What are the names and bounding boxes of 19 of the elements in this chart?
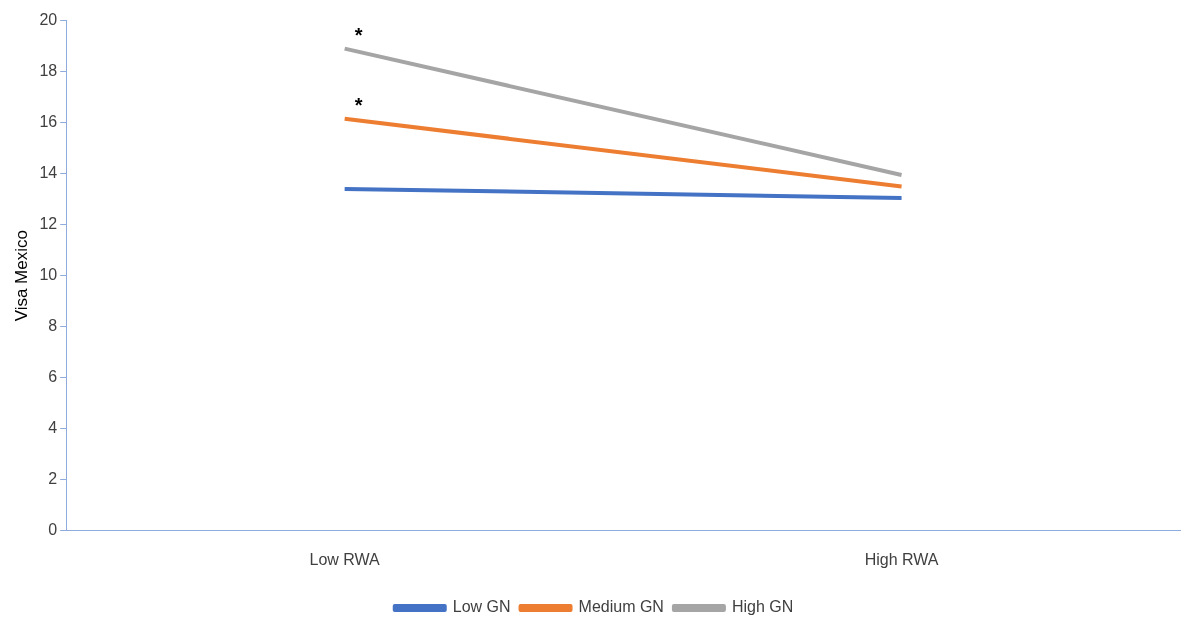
y-tick-label: 12 (39, 215, 58, 233)
annotation: * (354, 24, 363, 47)
y-axis-title: Visa Mexico (11, 230, 31, 322)
x-tick-label: Low RWA (309, 550, 381, 568)
y-tick-label: 18 (39, 62, 58, 80)
x-tick-label: High RWA (864, 550, 939, 568)
legend-label: High GN (731, 598, 794, 616)
legend-label: Medium GN (578, 598, 664, 616)
y-tick-label: 10 (39, 266, 58, 284)
y-tick-label: 0 (48, 521, 58, 539)
legend-label: Low GN (452, 598, 511, 616)
y-tick-label: 6 (48, 368, 58, 386)
y-tick-label: 14 (39, 164, 58, 182)
y-tick-label: 4 (48, 419, 58, 437)
y-tick-label: 8 (48, 317, 58, 335)
annotation: * (354, 94, 363, 117)
y-tick-label: 16 (39, 113, 58, 131)
y-tick-label: 20 (39, 11, 58, 29)
y-tick-label: 2 (48, 470, 58, 488)
